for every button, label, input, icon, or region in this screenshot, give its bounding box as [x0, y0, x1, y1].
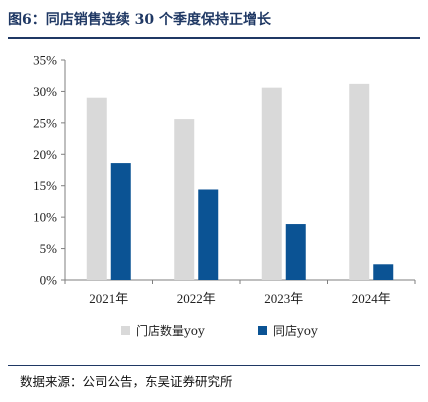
y-tick-label: 0%: [40, 273, 58, 288]
bar-chart: 0% 5% 10% 15% 20% 25% 30% 35% 2021年 2022年 2023年 202…: [33, 53, 416, 338]
y-tick-label: 25%: [33, 115, 57, 130]
title-divider: [8, 37, 420, 39]
source-divider: [8, 365, 420, 366]
bar-store-count-yoy: [174, 119, 195, 280]
legend-label: 门店数量yoy: [136, 323, 205, 338]
y-tick-label: 35%: [33, 53, 57, 68]
bar-store-count-yoy: [261, 87, 282, 281]
y-tick-label: 5%: [40, 241, 58, 256]
x-tick-label: 2023年: [264, 291, 303, 306]
y-tick-label: 10%: [33, 210, 57, 225]
x-tick-label: 2021年: [89, 291, 128, 306]
bar-same-store-yoy: [110, 163, 131, 280]
y-tick-label: 30%: [33, 84, 57, 99]
source-note: 数据来源：公司公告，东吴证券研究所: [20, 374, 233, 389]
bar-store-count-yoy: [349, 83, 370, 280]
y-tick-label: 15%: [33, 178, 57, 193]
figure-title: 图6：同店销售连续 30 个季度保持正增长: [8, 12, 271, 28]
x-tick-label: 2022年: [177, 291, 216, 306]
legend-label: 同店yoy: [273, 324, 318, 338]
bar-same-store-yoy: [285, 224, 306, 280]
bar-store-count-yoy: [86, 97, 107, 280]
legend-swatch: [121, 326, 130, 335]
y-tick-label: 20%: [33, 147, 57, 162]
bar-same-store-yoy: [373, 264, 394, 280]
legend-swatch: [258, 326, 267, 335]
x-tick-label: 2024年: [352, 291, 391, 306]
bar-same-store-yoy: [198, 189, 219, 280]
chart-container: 0% 5% 10% 15% 20% 25% 30% 35% 2021年 2022年 2023年 202…: [0, 45, 428, 360]
